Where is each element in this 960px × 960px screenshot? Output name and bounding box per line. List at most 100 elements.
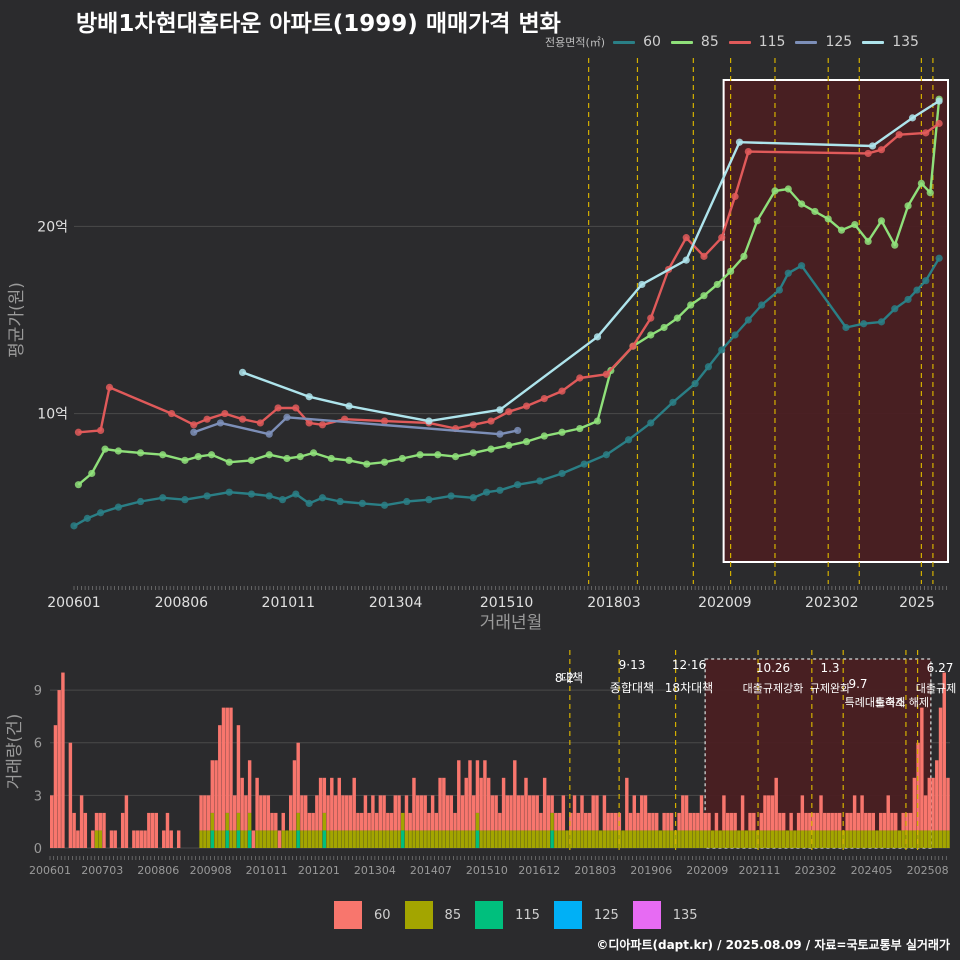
price-point-115	[877, 146, 886, 154]
volume-bar-85	[908, 830, 913, 848]
price-point-60	[558, 469, 566, 478]
volume-bar-85	[419, 830, 424, 848]
price-point-85	[576, 424, 584, 433]
volume-bar-85	[356, 830, 360, 848]
volume-bar-60	[554, 812, 558, 831]
volume-bar-85	[569, 830, 573, 848]
volume-bar-85	[580, 830, 584, 848]
volume-bar-60	[240, 777, 244, 831]
volume-bar-85	[800, 830, 805, 848]
price-point-60	[797, 262, 806, 270]
price-point-115	[718, 234, 726, 242]
price-y-tick-label: 10억	[37, 407, 68, 423]
volume-bar-60	[804, 812, 808, 831]
volume-bar-60	[322, 777, 327, 813]
volume-legend: 60 85 115 125 135	[334, 900, 712, 930]
volume-bar-60	[684, 795, 689, 831]
volume-bar-60	[91, 830, 95, 848]
volume-bar-60	[591, 795, 595, 831]
volume-bar-60	[434, 812, 439, 831]
volume-bar-60	[382, 795, 386, 831]
volume-bar-60	[445, 795, 450, 831]
volume-y-axis-title: 거래량(건)	[5, 714, 25, 790]
volume-bar-60	[150, 812, 155, 848]
price-point-85	[505, 441, 513, 449]
volume-bar-85	[494, 830, 498, 848]
volume-x-tick-label: 201803	[574, 864, 616, 877]
volume-bar-85	[326, 830, 330, 848]
volume-bar-60	[834, 812, 838, 831]
volume-bar-85	[270, 830, 274, 848]
volume-bar-60	[468, 760, 472, 831]
volume-bar-60	[550, 795, 554, 813]
price-point-60	[159, 494, 167, 502]
volume-bar-60	[893, 812, 898, 831]
volume-bar-85	[830, 830, 834, 848]
price-point-85	[877, 217, 886, 225]
volume-bar-85	[591, 830, 595, 848]
volume-bar-85	[718, 830, 722, 848]
volume-bar-85	[524, 830, 528, 848]
volume-bar-60	[113, 830, 117, 848]
price-point-60	[403, 497, 411, 506]
policy-event-label: 18차대책	[665, 680, 713, 695]
volume-bar-85	[770, 830, 775, 848]
volume-bar-60	[714, 812, 719, 831]
price-point-135	[935, 97, 943, 105]
volume-bar-85	[684, 830, 689, 848]
volume-bar-60	[752, 812, 756, 831]
volume-bar-85	[423, 830, 427, 848]
price-point-135	[638, 280, 646, 289]
volume-bar-85	[778, 830, 782, 848]
price-point-85	[327, 454, 335, 463]
volume-bar-85	[240, 830, 244, 848]
volume-bar-60	[296, 742, 300, 813]
volume-bar-60	[867, 812, 872, 831]
volume-bar-85	[513, 830, 517, 848]
volume-bar-60	[595, 795, 599, 831]
volume-bar-60	[300, 795, 304, 831]
volume-bar-60	[920, 707, 924, 831]
price-point-60	[891, 305, 899, 313]
volume-y-tick-label: 3	[34, 789, 42, 804]
volume-bar-85	[359, 830, 364, 848]
price-point-135	[868, 142, 877, 150]
volume-legend-item-115: 115	[475, 901, 540, 929]
volume-bar-85	[767, 830, 771, 848]
volume-bar-60	[819, 795, 823, 831]
volume-bar-85	[464, 830, 468, 848]
volume-bar-60	[830, 812, 834, 831]
price-x-tick-label: 2025	[899, 595, 935, 611]
volume-bar-60	[225, 707, 229, 813]
volume-bar-60	[845, 812, 849, 831]
price-point-60	[358, 499, 366, 507]
volume-bar-60	[109, 830, 114, 848]
volume-y-tick-label: 9	[34, 684, 42, 699]
volume-bar-85	[625, 830, 629, 848]
price-point-60	[877, 318, 886, 326]
chart-title: 방배1차현대홈타운 아파트(1999) 매매가격 변화	[76, 11, 561, 37]
volume-bar-60	[281, 812, 285, 831]
volume-bar-60	[505, 795, 510, 831]
price-point-85	[345, 456, 353, 464]
volume-bar-85	[330, 830, 334, 848]
volume-bar-85	[505, 830, 510, 848]
policy-date-label: 1.3	[820, 661, 839, 675]
price-point-60	[704, 363, 713, 371]
price-point-60	[913, 286, 921, 294]
volume-bar-60	[501, 777, 506, 831]
volume-bar-85	[229, 830, 233, 848]
volume-bar-60	[531, 795, 536, 831]
volume-bar-85	[471, 830, 476, 848]
volume-bar-85	[561, 830, 566, 848]
volume-bar-60	[770, 795, 775, 831]
volume-bar-85	[796, 830, 801, 848]
volume-bar-85	[259, 830, 263, 848]
volume-bar-60	[584, 812, 588, 831]
volume-bar-85	[938, 830, 943, 848]
volume-bar-60	[143, 830, 147, 848]
volume-bar-85	[628, 830, 633, 848]
volume-bar-60	[856, 812, 861, 831]
volume-bar-60	[176, 830, 181, 848]
volume-bar-85	[893, 830, 898, 848]
